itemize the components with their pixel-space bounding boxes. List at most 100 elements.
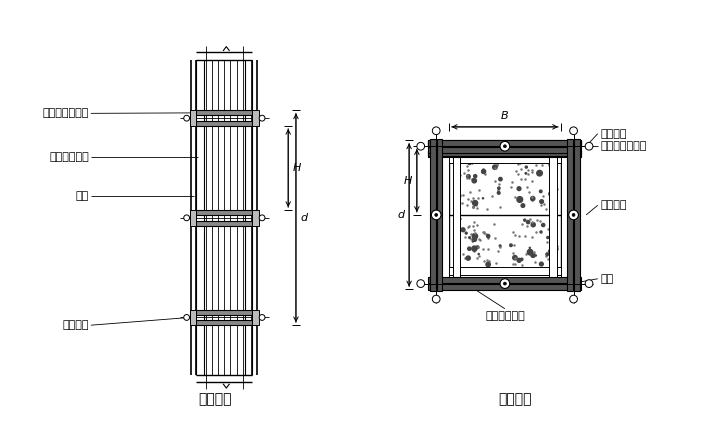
Circle shape xyxy=(498,177,502,181)
Text: 柱剖面图: 柱剖面图 xyxy=(498,392,531,406)
Bar xyxy=(428,140,581,146)
Circle shape xyxy=(465,232,467,234)
Circle shape xyxy=(503,145,506,148)
Text: 对拉螺栓: 对拉螺栓 xyxy=(601,200,627,210)
Bar xyxy=(437,139,443,291)
Text: H: H xyxy=(404,176,412,186)
Circle shape xyxy=(542,224,545,227)
Circle shape xyxy=(554,192,556,195)
Circle shape xyxy=(498,187,500,190)
Text: 对拉螺栓: 对拉螺栓 xyxy=(62,320,89,330)
Circle shape xyxy=(585,142,593,150)
Circle shape xyxy=(503,282,506,285)
Circle shape xyxy=(517,258,521,262)
Circle shape xyxy=(517,187,521,190)
Circle shape xyxy=(473,207,474,208)
Circle shape xyxy=(549,163,554,167)
Text: H: H xyxy=(293,163,301,173)
Bar xyxy=(436,146,573,151)
Circle shape xyxy=(539,262,543,266)
Circle shape xyxy=(454,196,459,200)
Circle shape xyxy=(572,213,575,216)
Circle shape xyxy=(417,280,425,287)
Bar xyxy=(428,141,581,147)
Circle shape xyxy=(531,253,535,258)
Circle shape xyxy=(551,183,556,189)
Text: B: B xyxy=(501,111,509,121)
Bar xyxy=(567,139,573,291)
Circle shape xyxy=(554,187,556,188)
Circle shape xyxy=(549,191,554,197)
Circle shape xyxy=(259,215,265,221)
Bar xyxy=(428,151,581,157)
Circle shape xyxy=(486,262,491,266)
Circle shape xyxy=(521,204,525,207)
Circle shape xyxy=(472,234,478,239)
Text: 面板: 面板 xyxy=(76,190,89,201)
Circle shape xyxy=(472,241,473,242)
Circle shape xyxy=(474,175,477,178)
Circle shape xyxy=(493,165,497,170)
Circle shape xyxy=(469,237,470,238)
Circle shape xyxy=(546,253,549,255)
Circle shape xyxy=(433,295,440,303)
Circle shape xyxy=(525,173,527,174)
Bar xyxy=(189,210,197,226)
Circle shape xyxy=(468,247,471,250)
Bar xyxy=(197,121,252,126)
Text: 面板: 面板 xyxy=(601,274,614,284)
Bar xyxy=(561,151,568,279)
Circle shape xyxy=(537,170,542,176)
Circle shape xyxy=(417,142,425,150)
Circle shape xyxy=(478,253,479,255)
Circle shape xyxy=(539,190,542,193)
Circle shape xyxy=(531,223,535,227)
Circle shape xyxy=(466,256,470,260)
Circle shape xyxy=(527,221,530,224)
Circle shape xyxy=(433,127,440,135)
Bar xyxy=(197,221,252,226)
Circle shape xyxy=(517,197,522,202)
Circle shape xyxy=(472,201,478,206)
Circle shape xyxy=(500,279,510,289)
Circle shape xyxy=(513,255,517,260)
Bar xyxy=(252,210,259,226)
Circle shape xyxy=(553,180,556,184)
Circle shape xyxy=(551,238,556,243)
Text: 对拉螺栓: 对拉螺栓 xyxy=(601,129,627,139)
Circle shape xyxy=(527,249,533,255)
Circle shape xyxy=(540,231,542,233)
Circle shape xyxy=(482,198,484,199)
Circle shape xyxy=(435,213,438,216)
Circle shape xyxy=(459,218,461,220)
Bar xyxy=(436,146,441,283)
Circle shape xyxy=(570,295,578,303)
Bar xyxy=(428,284,581,290)
Bar xyxy=(428,140,581,146)
Circle shape xyxy=(468,161,472,164)
Circle shape xyxy=(499,245,501,247)
Bar xyxy=(452,151,460,279)
Circle shape xyxy=(535,255,537,256)
Circle shape xyxy=(473,238,477,241)
Bar xyxy=(449,159,561,271)
Circle shape xyxy=(531,196,535,201)
Bar xyxy=(252,310,259,325)
Circle shape xyxy=(481,170,486,173)
Text: 柱箍（圆钢管）: 柱箍（圆钢管） xyxy=(601,141,647,151)
Circle shape xyxy=(457,249,460,252)
Circle shape xyxy=(486,235,490,238)
Bar xyxy=(574,139,580,291)
Circle shape xyxy=(585,280,593,287)
Circle shape xyxy=(259,314,265,320)
Text: d: d xyxy=(300,213,308,223)
Circle shape xyxy=(568,210,578,220)
Bar xyxy=(436,279,573,283)
Bar xyxy=(428,150,581,156)
Text: d: d xyxy=(397,210,404,220)
Circle shape xyxy=(547,236,549,238)
Circle shape xyxy=(184,115,189,121)
Circle shape xyxy=(184,314,189,320)
Bar xyxy=(441,155,568,163)
Bar xyxy=(441,267,568,275)
